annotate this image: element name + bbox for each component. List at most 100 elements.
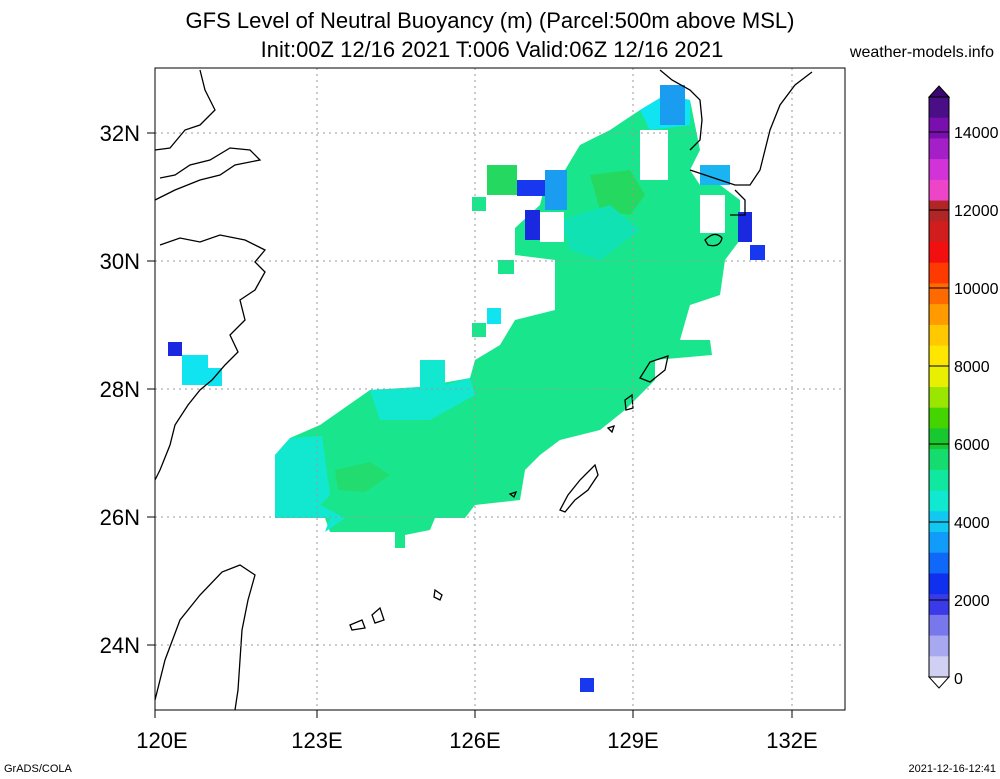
colorbar-segment bbox=[929, 138, 949, 160]
colorbar-segment bbox=[929, 449, 949, 471]
colorbar-segment bbox=[929, 221, 949, 243]
field-hole-3 bbox=[700, 195, 725, 233]
footer-timestamp: 2021-12-16-12:41 bbox=[908, 763, 996, 775]
field-blue-3 bbox=[738, 212, 752, 242]
colorbar-segment bbox=[929, 283, 949, 305]
field-core-green bbox=[590, 170, 645, 215]
island-jeju bbox=[704, 233, 723, 247]
colorbar-segment bbox=[929, 656, 949, 678]
colorbar-segment bbox=[929, 428, 949, 450]
colorbar-segment bbox=[929, 594, 949, 616]
island-amami bbox=[639, 355, 669, 383]
colorbar-label: 14000 bbox=[954, 125, 999, 142]
field-patch-a bbox=[487, 165, 517, 195]
axis-ticks bbox=[147, 132, 793, 718]
colorbar-segment bbox=[929, 262, 949, 284]
field-patch-d bbox=[487, 308, 501, 324]
island-miyako bbox=[349, 619, 366, 631]
colorbar-segment bbox=[929, 469, 949, 492]
field-blue-4 bbox=[750, 245, 765, 260]
colorbar-segment bbox=[929, 573, 949, 595]
colorbar-segment bbox=[929, 242, 949, 264]
lat-label: 28N bbox=[100, 377, 140, 402]
colorbar-segment bbox=[929, 407, 949, 429]
colorbar-label: 4000 bbox=[954, 515, 990, 532]
coastlines bbox=[154, 69, 813, 711]
coast-yangtze bbox=[154, 147, 262, 201]
coast-kyushu bbox=[689, 71, 813, 186]
colorbar-segment bbox=[929, 552, 949, 574]
colorbar-label: 2000 bbox=[954, 593, 990, 610]
colorbar-segment bbox=[929, 366, 949, 388]
field-sky-3 bbox=[660, 85, 685, 125]
colorbar-segment bbox=[929, 387, 949, 409]
field-patch-c bbox=[498, 260, 514, 274]
colorbar-segments bbox=[929, 97, 949, 678]
lat-label: 26N bbox=[100, 505, 140, 530]
source-label: weather-models.info bbox=[849, 44, 994, 61]
colorbar-segment bbox=[929, 200, 949, 222]
coast-hangzhou bbox=[154, 234, 267, 481]
colorbar-segment bbox=[929, 490, 949, 512]
lat-label: 32N bbox=[100, 121, 140, 146]
island-small-2 bbox=[606, 424, 616, 434]
colorbar-segment bbox=[929, 635, 949, 657]
field-patch-e bbox=[472, 323, 486, 337]
colorbar-label: 10000 bbox=[954, 281, 999, 298]
colorbar-segment bbox=[929, 532, 949, 554]
coast-taiwan bbox=[154, 564, 256, 711]
field-sky-2 bbox=[545, 170, 567, 210]
field-sky-1 bbox=[700, 165, 730, 185]
footer-credit: GrADS/COLA bbox=[4, 763, 72, 775]
colorbar-segment bbox=[929, 159, 949, 181]
coast-china-north bbox=[154, 69, 216, 151]
colorbar-frame bbox=[928, 96, 950, 678]
colorbar-segment bbox=[929, 324, 949, 347]
island-small-4 bbox=[508, 490, 518, 499]
field-fringe-mid bbox=[370, 360, 475, 420]
coast-japan-sw bbox=[730, 189, 746, 216]
island-okinawa bbox=[559, 463, 599, 513]
colorbar-segment bbox=[929, 345, 949, 367]
chart-title-line1: GFS Level of Neutral Buoyancy (m) (Parce… bbox=[185, 8, 795, 33]
island-small-1 bbox=[624, 393, 634, 411]
field-fringe-south bbox=[275, 436, 345, 532]
field-blue-5 bbox=[168, 342, 182, 356]
lat-label: 30N bbox=[100, 249, 140, 274]
lon-label: 132E bbox=[766, 728, 817, 753]
island-ishigaki bbox=[371, 606, 385, 624]
field-core-green-2 bbox=[335, 462, 390, 492]
field-patch-b bbox=[472, 197, 486, 211]
lon-label: 126E bbox=[449, 728, 500, 753]
colorbar-top-arrow bbox=[927, 85, 951, 98]
field-blue-6 bbox=[580, 678, 594, 692]
lat-label: 24N bbox=[100, 633, 140, 658]
gridlines bbox=[155, 68, 845, 710]
colorbar-segment bbox=[929, 117, 949, 139]
colorbar-segment bbox=[929, 304, 949, 326]
colorbar: 14000 12000 10000 8000 6000 4000 2000 0 bbox=[927, 85, 999, 689]
field-hole-2 bbox=[640, 130, 668, 180]
chart-title-line2: Init:00Z 12/16 2021 T:006 Valid:06Z 12/1… bbox=[260, 37, 724, 62]
lon-labels: 120E 123E 126E 129E 132E bbox=[136, 728, 817, 753]
lon-label: 129E bbox=[607, 728, 658, 753]
buoyancy-field bbox=[168, 85, 765, 692]
lat-labels: 32N 30N 28N 26N 24N bbox=[100, 121, 140, 658]
field-hole-1 bbox=[540, 212, 564, 242]
field-patch-f bbox=[182, 355, 208, 385]
colorbar-label: 6000 bbox=[954, 437, 990, 454]
colorbar-bottom-arrow bbox=[927, 676, 951, 689]
colorbar-segment bbox=[929, 97, 949, 119]
colorbar-label: 12000 bbox=[954, 203, 999, 220]
field-blue-2 bbox=[525, 210, 540, 240]
colorbar-segment bbox=[929, 614, 949, 637]
field-teal-streak bbox=[560, 205, 640, 260]
coast-korea bbox=[659, 69, 703, 151]
lon-label: 120E bbox=[136, 728, 187, 753]
colorbar-label: 8000 bbox=[954, 359, 990, 376]
lon-label: 123E bbox=[291, 728, 342, 753]
colorbar-segment bbox=[929, 179, 949, 202]
colorbar-label: 0 bbox=[954, 671, 963, 688]
island-small-3 bbox=[433, 588, 443, 601]
